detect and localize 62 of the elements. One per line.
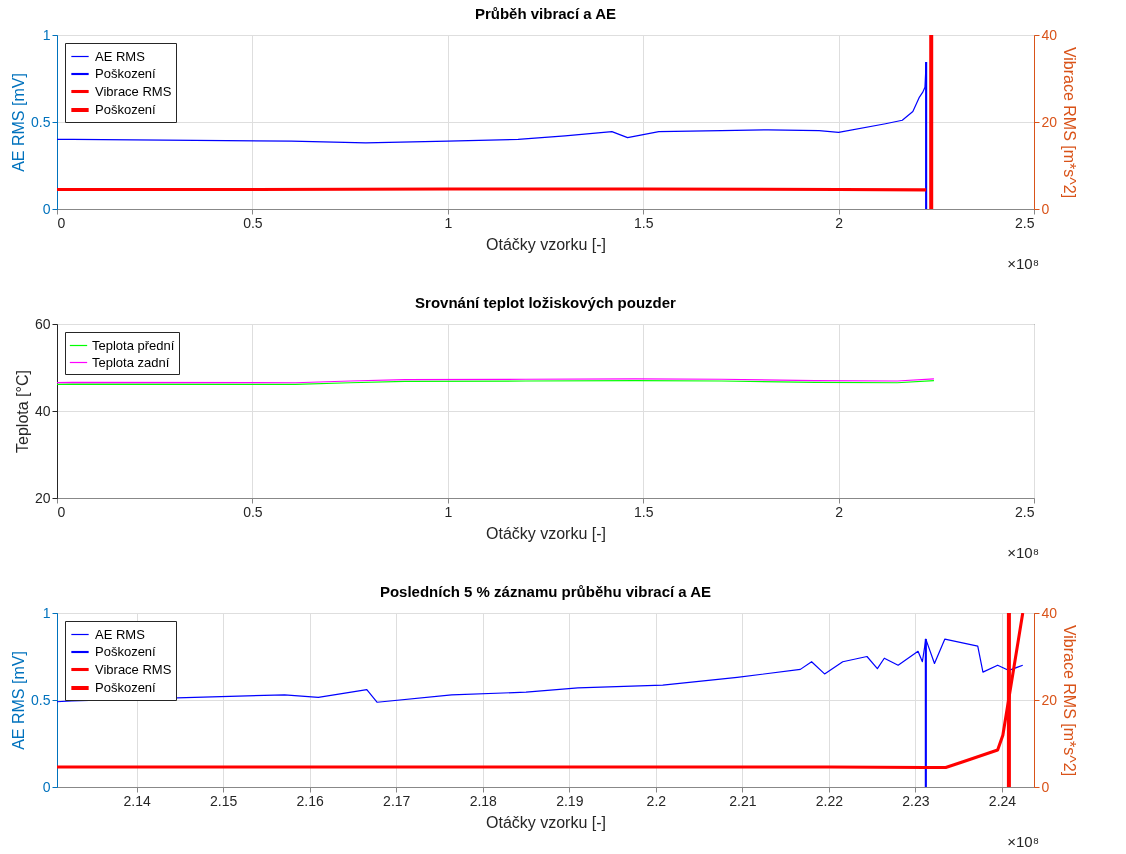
x-tick-label: 2.22: [815, 792, 844, 809]
y2-tick-label: 40: [1041, 26, 1058, 43]
y-tick-label: 0: [42, 778, 51, 795]
y-axis-title: AE RMS [mV]: [10, 651, 28, 750]
legend-label: AE RMS: [95, 626, 146, 642]
chart-title: Průběh vibrací a AE: [474, 5, 617, 22]
text: ×10⁸: [1007, 544, 1039, 561]
y2-tick-label: 0: [1041, 778, 1050, 795]
y2-axis-title: Vibrace RMS [m*s^2]: [1061, 624, 1079, 777]
y-tick-label: 0: [42, 200, 51, 217]
legend-label: AE RMS: [95, 48, 146, 64]
legend-label: Teplota přední: [92, 337, 175, 353]
x-tick-label: 0: [57, 214, 66, 231]
y-tick-label: 40: [34, 402, 51, 419]
text: ×10⁸: [1007, 255, 1039, 272]
x-tick-label: 2.19: [556, 792, 584, 809]
x-tick-label: 0.5: [243, 503, 263, 520]
x-tick-label: 2.5: [1015, 214, 1035, 231]
y-tick-label: 1: [42, 26, 51, 43]
legend-label: Poškození: [95, 66, 157, 81]
x-tick-label: 2.15: [210, 792, 238, 809]
legend-label: Poškození: [95, 644, 157, 659]
x-tick-label: 2.17: [383, 792, 411, 809]
y2-tick-label: 40: [1041, 604, 1058, 621]
legend-label: Vibrace RMS: [95, 661, 172, 677]
chart-title: Posledních 5 % záznamu průběhu vibrací a AE: [379, 583, 712, 600]
x-tick-label: 2.24: [988, 792, 1017, 809]
y-axis-title: AE RMS [mV]: [10, 73, 28, 172]
x-tick-label: 0: [57, 503, 66, 520]
x-tick-label: 2: [835, 503, 844, 520]
y2-tick-label: 20: [1041, 113, 1058, 130]
x-tick-label: 1: [444, 503, 453, 520]
y-tick-label: 0.5: [31, 691, 51, 708]
y-tick-label: 0.5: [31, 113, 51, 130]
chart-title: Srovnání teplot ložiskových pouzder: [415, 294, 677, 311]
x-tick-label: 2.2: [646, 792, 667, 809]
x-tick-label: 1.5: [633, 214, 654, 231]
x-tick-label: 1.5: [633, 503, 654, 520]
legend-label: Poškození: [95, 680, 157, 695]
y2-tick-label: 0: [1041, 200, 1050, 217]
y-axis-title: Teplota [°C]: [13, 370, 31, 453]
y-tick-label: 20: [34, 489, 51, 506]
x-tick-label: 2.16: [296, 792, 325, 809]
x-tick-label: 2.14: [123, 792, 151, 809]
y-tick-label: 1: [42, 604, 51, 621]
legend-label: Teplota zadní: [92, 354, 170, 370]
x-tick-label: 1: [444, 214, 453, 231]
text: ×10⁸: [1007, 833, 1039, 850]
x-axis-title: Otáčky vzorku [-]: [485, 813, 607, 831]
x-tick-label: 2.5: [1015, 503, 1035, 520]
x-axis-title: Otáčky vzorku [-]: [485, 235, 607, 253]
y2-axis-title: Vibrace RMS [m*s^2]: [1061, 46, 1079, 199]
x-axis-title: Otáčky vzorku [-]: [485, 524, 607, 542]
x-tick-label: 2.21: [729, 792, 757, 809]
legend-label: Poškození: [95, 102, 157, 117]
x-tick-label: 2.23: [902, 792, 930, 809]
x-tick-label: 2.18: [469, 792, 498, 809]
y2-tick-label: 20: [1041, 691, 1058, 708]
legend-label: Vibrace RMS: [95, 83, 172, 99]
y-tick-label: 60: [34, 315, 51, 332]
x-tick-label: 2: [835, 214, 844, 231]
x-tick-label: 0.5: [243, 214, 263, 231]
